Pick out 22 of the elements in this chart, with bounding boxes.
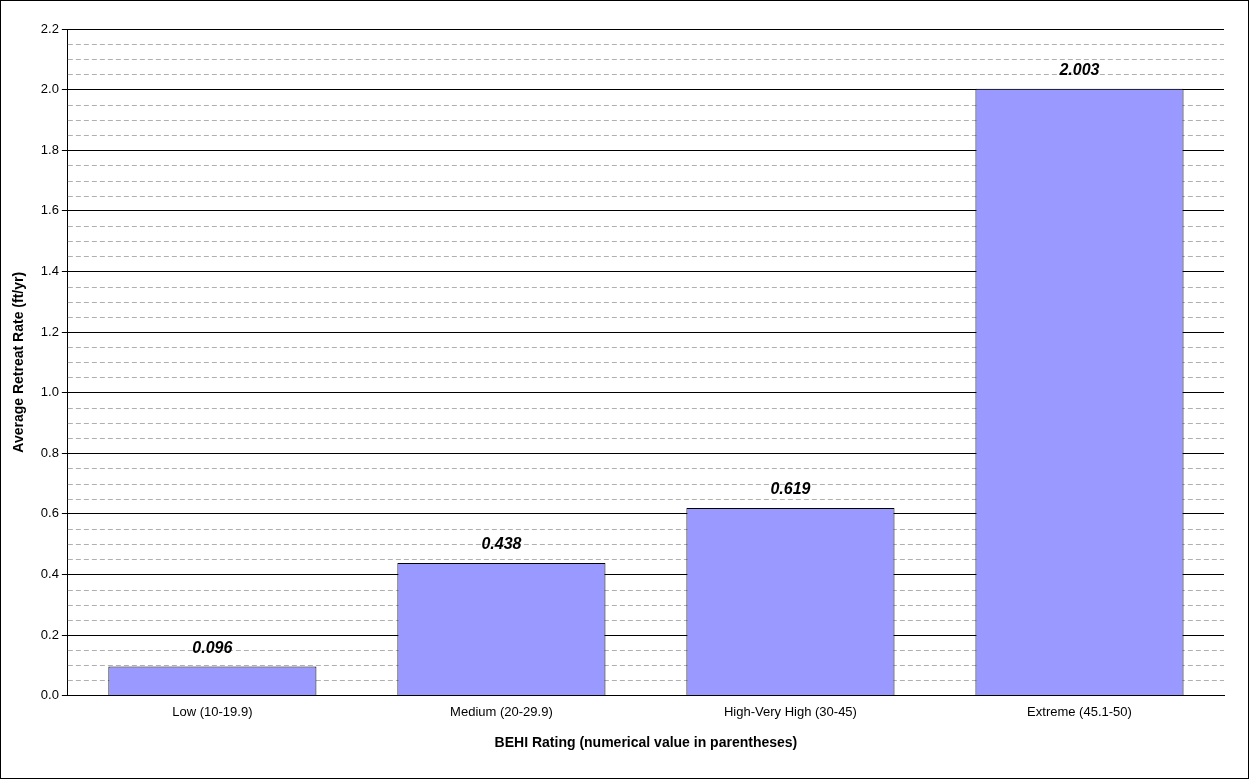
y-tick-label: 1.6 <box>40 202 59 218</box>
x-tick-label: Extreme (45.1-50) <box>1027 703 1132 719</box>
y-tick-label: 0.6 <box>40 505 59 521</box>
x-tick-label: Medium (20-29.9) <box>450 703 553 719</box>
x-tick-label: High-Very High (30-45) <box>723 703 857 719</box>
y-tick-label: 1.0 <box>40 384 59 400</box>
x-tick-label: Low (10-19.9) <box>172 703 253 719</box>
data-label: 0.096 <box>192 638 233 656</box>
y-tick-label: 2.2 <box>40 20 59 36</box>
y-axis-title: Average Retreat Rate (ft/yr) <box>10 271 27 453</box>
y-tick-label: 1.4 <box>40 262 59 278</box>
x-axis-title: BEHI Rating (numerical value in parentheses) <box>494 734 798 751</box>
y-tick-label: 2.0 <box>40 81 59 97</box>
data-label: 0.619 <box>770 480 811 498</box>
y-tick-label: 0.8 <box>40 444 59 460</box>
y-tick-label: 0.0 <box>40 687 59 703</box>
y-tick-label: 0.4 <box>40 565 59 581</box>
data-label: 0.438 <box>481 535 522 553</box>
y-tick-label: 1.2 <box>40 323 59 339</box>
y-tick-label: 1.8 <box>40 141 59 157</box>
y-tick-label: 0.2 <box>40 626 59 642</box>
data-label: 2.003 <box>1058 61 1100 79</box>
